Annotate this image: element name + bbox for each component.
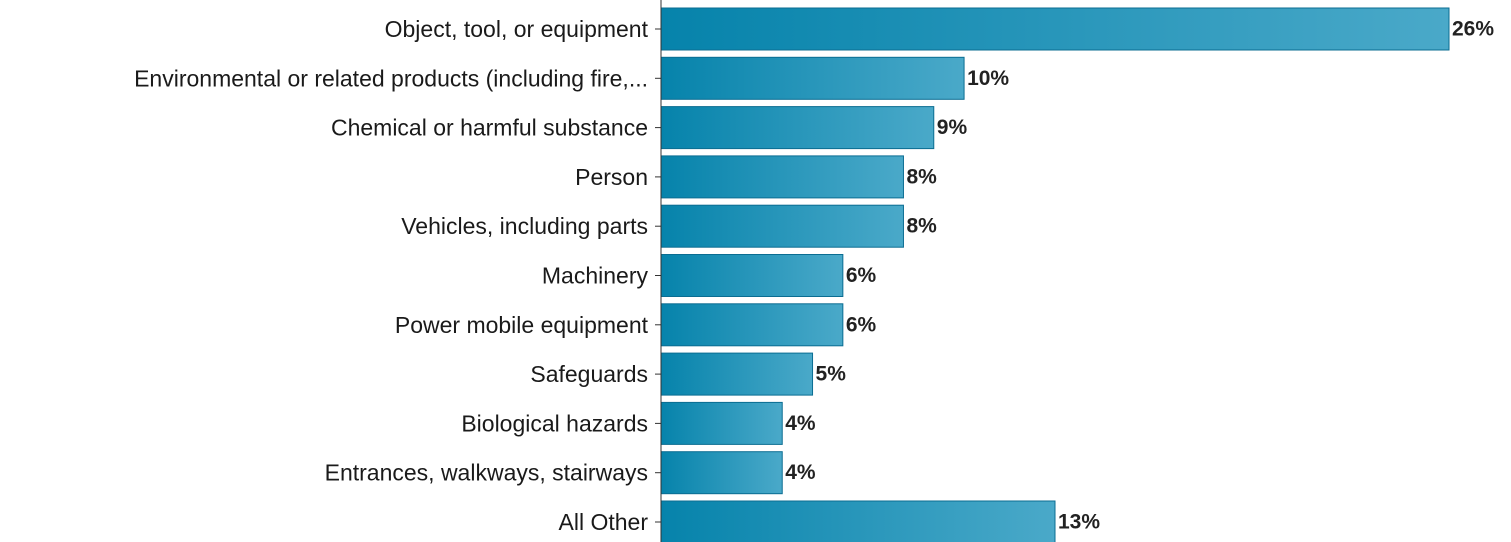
value-labels: 26% 10% 9% 8% 8% 6% 6% 5% 4% 4% 13% (785, 18, 1494, 534)
value-label: 26% (1452, 18, 1494, 41)
category-label: Person (575, 164, 648, 190)
category-label: Vehicles, including parts (401, 213, 648, 239)
value-label: 4% (785, 412, 816, 435)
bar (660, 7, 1450, 51)
bar (660, 254, 844, 297)
category-label: Entrances, walkways, stairways (325, 460, 648, 486)
bar (660, 500, 1056, 542)
value-label: 8% (906, 215, 937, 238)
bar (660, 106, 935, 150)
value-label: 8% (906, 165, 937, 188)
category-label: Object, tool, or equipment (385, 16, 649, 42)
bar (660, 352, 814, 396)
value-label: 4% (785, 461, 816, 484)
bar (660, 401, 783, 445)
bar (660, 204, 904, 248)
category-label: All Other (559, 509, 649, 535)
bar (660, 451, 783, 495)
bar (660, 303, 844, 347)
category-label: Biological hazards (461, 410, 648, 436)
bars-layer (660, 7, 1450, 542)
category-labels: Object, tool, or equipment Environmental … (134, 16, 661, 535)
category-label: Safeguards (530, 361, 648, 387)
category-label: Environmental or related products (inclu… (134, 65, 648, 91)
value-label: 6% (846, 264, 877, 287)
category-label: Power mobile equipment (395, 312, 649, 338)
bar (660, 155, 904, 199)
value-label: 10% (967, 67, 1009, 90)
value-label: 5% (816, 363, 847, 386)
value-label: 6% (846, 313, 877, 336)
category-label: Machinery (542, 263, 649, 289)
value-label: 9% (937, 116, 968, 139)
category-label: Chemical or harmful substance (331, 115, 648, 141)
value-label: 13% (1058, 511, 1100, 534)
bar (660, 56, 965, 100)
